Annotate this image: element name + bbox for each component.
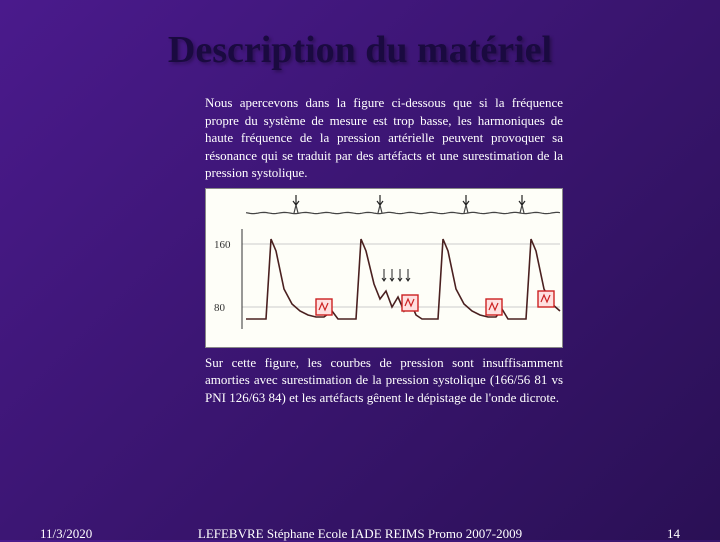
pressure-waveform-figure: 160 80 bbox=[205, 188, 563, 348]
page-title: Description du matériel bbox=[0, 0, 720, 72]
paragraph-bottom: Sur cette figure, les courbes de pressio… bbox=[205, 354, 563, 407]
waveform-svg: 160 80 bbox=[206, 189, 564, 349]
svg-text:160: 160 bbox=[214, 239, 231, 251]
paragraph-top: Nous apercevons dans la figure ci-dessou… bbox=[205, 94, 563, 182]
svg-text:80: 80 bbox=[214, 302, 226, 314]
